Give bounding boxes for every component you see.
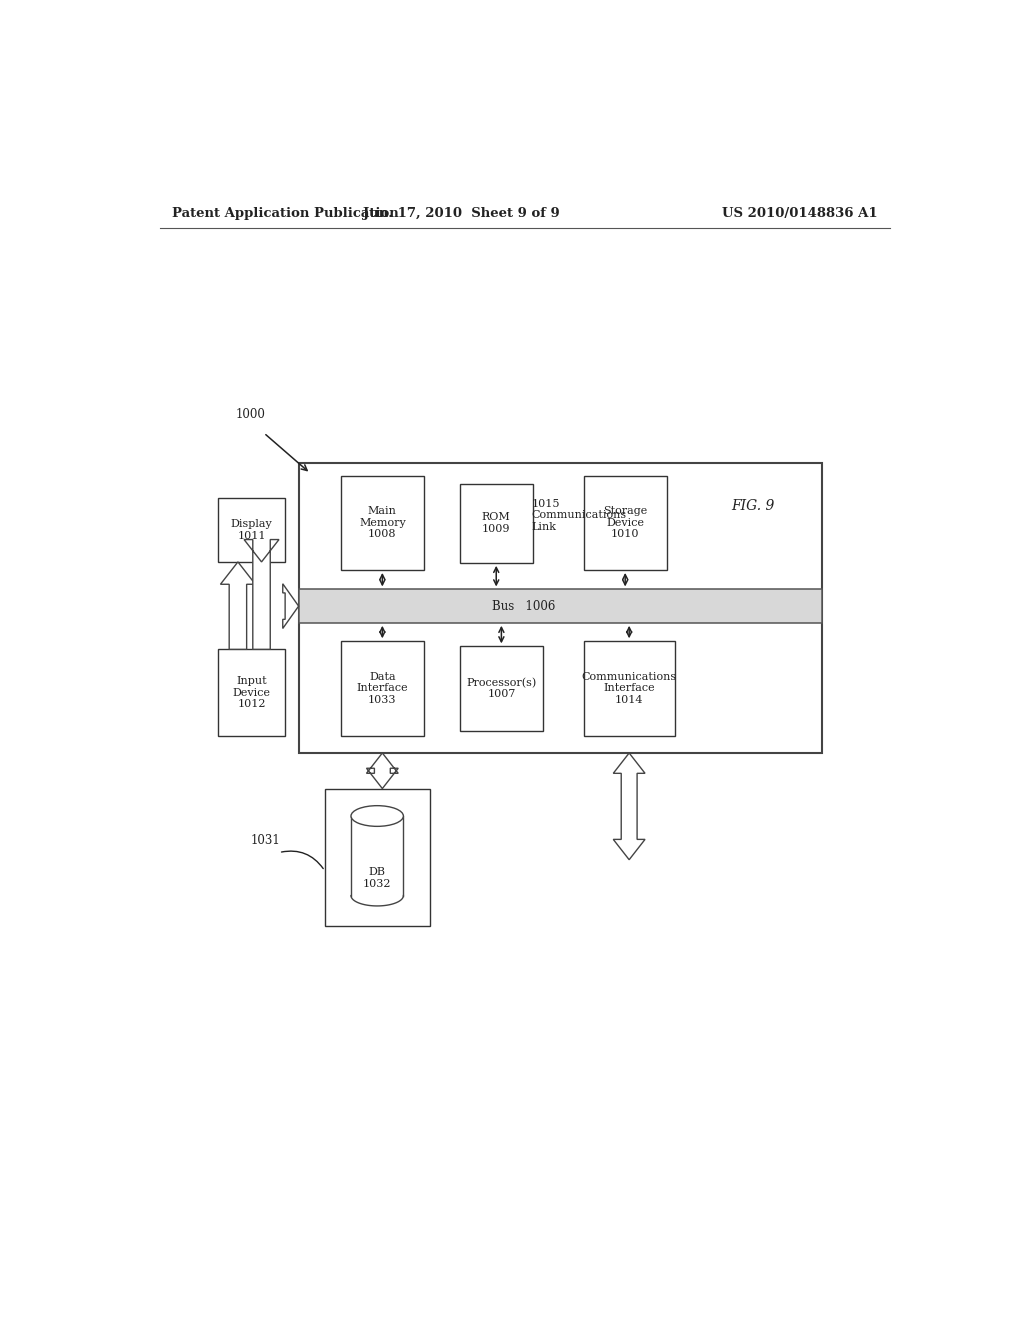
Text: Data
Interface
1033: Data Interface 1033 bbox=[356, 672, 409, 705]
Bar bbox=[299, 589, 822, 623]
Text: Main
Memory
1008: Main Memory 1008 bbox=[359, 506, 406, 540]
Text: Patent Application Publication: Patent Application Publication bbox=[172, 207, 398, 220]
Bar bbox=[218, 498, 285, 562]
Text: Bus   1006: Bus 1006 bbox=[493, 599, 556, 612]
Text: US 2010/0148836 A1: US 2010/0148836 A1 bbox=[722, 207, 878, 220]
Text: 1015
Communications
Link: 1015 Communications Link bbox=[531, 499, 627, 532]
Ellipse shape bbox=[351, 805, 403, 826]
Bar bbox=[341, 642, 424, 735]
Text: 1000: 1000 bbox=[236, 408, 266, 421]
Polygon shape bbox=[244, 540, 279, 649]
Text: 1031: 1031 bbox=[251, 834, 281, 847]
Text: Display
1011: Display 1011 bbox=[230, 519, 272, 541]
Bar bbox=[299, 463, 822, 752]
Text: Processor(s)
1007: Processor(s) 1007 bbox=[466, 677, 537, 700]
Polygon shape bbox=[220, 562, 255, 649]
Bar bbox=[341, 475, 424, 570]
Bar bbox=[584, 475, 667, 570]
Text: FIG. 9: FIG. 9 bbox=[731, 499, 774, 513]
Bar bbox=[218, 649, 285, 735]
Text: Input
Device
1012: Input Device 1012 bbox=[232, 676, 270, 709]
Text: ROM
1009: ROM 1009 bbox=[482, 512, 511, 535]
Polygon shape bbox=[367, 752, 398, 788]
Polygon shape bbox=[283, 583, 299, 628]
Text: DB
1032: DB 1032 bbox=[362, 867, 391, 888]
Bar bbox=[460, 483, 532, 562]
Bar bbox=[460, 647, 543, 731]
Polygon shape bbox=[613, 752, 645, 859]
Text: Communications
Interface
1014: Communications Interface 1014 bbox=[582, 672, 677, 705]
Polygon shape bbox=[351, 816, 403, 895]
Text: Jun. 17, 2010  Sheet 9 of 9: Jun. 17, 2010 Sheet 9 of 9 bbox=[362, 207, 560, 220]
Bar bbox=[325, 788, 430, 925]
Text: Storage
Device
1010: Storage Device 1010 bbox=[603, 506, 647, 540]
Bar bbox=[584, 642, 675, 735]
